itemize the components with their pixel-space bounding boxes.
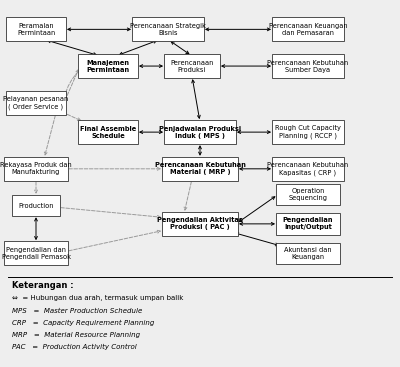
Text: Perencanaan Kebutuhan
Sumber Daya: Perencanaan Kebutuhan Sumber Daya [267, 59, 349, 73]
FancyBboxPatch shape [276, 243, 340, 264]
FancyBboxPatch shape [4, 157, 68, 181]
Text: Peramalan
Permintaan: Peramalan Permintaan [17, 23, 55, 36]
FancyBboxPatch shape [132, 17, 204, 41]
Text: Perencanaan Kebutuhan
Kapasitas ( CRP ): Perencanaan Kebutuhan Kapasitas ( CRP ) [267, 162, 349, 175]
FancyBboxPatch shape [78, 54, 138, 78]
Text: Perencanaan
Produksi: Perencanaan Produksi [170, 59, 214, 73]
FancyBboxPatch shape [272, 157, 344, 181]
Text: Pengendalian dan
Pengendali Pemasok: Pengendalian dan Pengendali Pemasok [2, 247, 70, 260]
FancyBboxPatch shape [6, 91, 66, 115]
FancyBboxPatch shape [164, 54, 220, 78]
Text: PAC   =  Production Activity Control: PAC = Production Activity Control [12, 344, 137, 350]
Text: Perencanaan Kebutuhan
Material ( MRP ): Perencanaan Kebutuhan Material ( MRP ) [154, 162, 246, 175]
Text: Final Assemble
Schedule: Final Assemble Schedule [80, 126, 136, 139]
FancyBboxPatch shape [6, 17, 66, 41]
Text: Rough Cut Capacity
Planning ( RCCP ): Rough Cut Capacity Planning ( RCCP ) [275, 126, 341, 139]
FancyBboxPatch shape [162, 157, 238, 181]
Text: MRP   =  Material Resource Planning: MRP = Material Resource Planning [12, 332, 140, 338]
Text: MPS   =  Master Production Schedule: MPS = Master Production Schedule [12, 308, 142, 314]
FancyBboxPatch shape [276, 213, 340, 235]
Text: Pengendalian Aktivitas
Produksi ( PAC ): Pengendalian Aktivitas Produksi ( PAC ) [157, 217, 243, 230]
FancyBboxPatch shape [164, 120, 236, 144]
FancyBboxPatch shape [162, 212, 238, 236]
FancyBboxPatch shape [276, 184, 340, 205]
Text: Akuntansi dan
Keuangan: Akuntansi dan Keuangan [284, 247, 332, 260]
Text: Penjadwalan Produksi
Induk ( MPS ): Penjadwalan Produksi Induk ( MPS ) [159, 126, 241, 139]
Text: CRP   =  Capacity Requirement Planning: CRP = Capacity Requirement Planning [12, 320, 154, 326]
Text: Operation
Sequencing: Operation Sequencing [288, 188, 328, 201]
Text: Keterangan :: Keterangan : [12, 281, 74, 290]
FancyBboxPatch shape [12, 195, 60, 216]
FancyBboxPatch shape [78, 120, 138, 144]
FancyBboxPatch shape [272, 54, 344, 78]
Text: Perencanaan Strategik
Bisnis: Perencanaan Strategik Bisnis [130, 23, 206, 36]
FancyBboxPatch shape [272, 17, 344, 41]
Text: Perencanaan Keuangan
dan Pemasaran: Perencanaan Keuangan dan Pemasaran [269, 23, 347, 36]
Text: Manajemen
Permintaan: Manajemen Permintaan [86, 59, 130, 73]
Text: Pelayanan pesanan
( Order Service ): Pelayanan pesanan ( Order Service ) [3, 96, 69, 109]
FancyBboxPatch shape [272, 120, 344, 144]
Text: Rekayasa Produk dan
Manufakturing: Rekayasa Produk dan Manufakturing [0, 162, 72, 175]
Text: Production: Production [18, 203, 54, 208]
Text: ⇔  = Hubungan dua arah, termasuk umpan balik: ⇔ = Hubungan dua arah, termasuk umpan ba… [12, 295, 183, 301]
FancyBboxPatch shape [4, 241, 68, 265]
Text: Pengendalian
Input/Output: Pengendalian Input/Output [283, 217, 333, 230]
